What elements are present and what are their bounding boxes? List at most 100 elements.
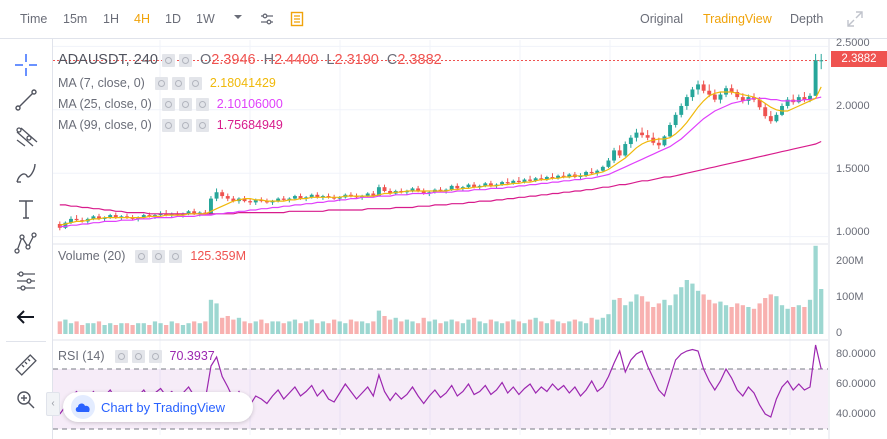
volume-bar bbox=[197, 323, 202, 334]
candle-body bbox=[298, 196, 303, 199]
volume-bar bbox=[57, 321, 62, 334]
visibility-toggle-icon[interactable] bbox=[161, 53, 175, 67]
ma99-label: MA (99, close, 0) bbox=[58, 118, 152, 132]
volume-bar bbox=[449, 319, 454, 334]
rsi-legend: RSI (14) 70.3937 bbox=[58, 349, 215, 363]
volume-bar bbox=[292, 319, 298, 334]
interval-1d[interactable]: 1D bbox=[165, 12, 181, 26]
candle-body bbox=[712, 94, 717, 100]
volume-bar bbox=[634, 294, 639, 334]
candle-body bbox=[449, 185, 454, 190]
price-axis-tick: 1.5000 bbox=[836, 163, 870, 175]
ruler-icon[interactable] bbox=[10, 351, 42, 379]
visibility-toggle-icon[interactable] bbox=[154, 76, 168, 90]
settings-icon[interactable] bbox=[178, 53, 192, 67]
zoom-icon[interactable] bbox=[10, 386, 42, 414]
candle-body bbox=[416, 188, 421, 191]
volume-bar bbox=[231, 319, 236, 334]
volume-bar bbox=[645, 301, 650, 334]
indicator-settings-icon[interactable] bbox=[259, 11, 275, 30]
pattern-tool-icon[interactable] bbox=[10, 230, 42, 258]
brush-icon[interactable] bbox=[10, 159, 42, 187]
candle-body bbox=[242, 198, 247, 202]
volume-bar bbox=[567, 321, 572, 334]
volume-bar bbox=[376, 310, 382, 334]
candle-body bbox=[63, 222, 68, 228]
volume-bar bbox=[662, 299, 667, 334]
tradingview-watermark[interactable]: Chart by TradingView bbox=[63, 392, 253, 422]
tab-depth[interactable]: Depth bbox=[790, 12, 824, 26]
candle-body bbox=[147, 215, 152, 217]
settings-icon[interactable] bbox=[171, 76, 185, 90]
visibility-toggle-icon[interactable] bbox=[161, 97, 175, 111]
close-icon[interactable] bbox=[195, 97, 209, 111]
settings-icon[interactable] bbox=[178, 118, 192, 132]
volume-bar bbox=[628, 301, 633, 334]
settings-icon[interactable] bbox=[178, 97, 192, 111]
close-icon[interactable] bbox=[188, 76, 202, 90]
volume-bar bbox=[404, 319, 410, 334]
volume-bar bbox=[365, 323, 370, 334]
volume-bar bbox=[421, 317, 426, 334]
volume-bar bbox=[399, 321, 404, 334]
text-tool-icon[interactable] bbox=[10, 195, 42, 223]
volume-value: 125.359M bbox=[190, 249, 247, 263]
close-icon[interactable] bbox=[169, 249, 183, 263]
settings-icon[interactable] bbox=[152, 249, 166, 263]
candle-body bbox=[718, 94, 723, 100]
volume-bar bbox=[343, 323, 348, 334]
volume-axis-tick: 0 bbox=[836, 327, 843, 339]
high-value: 2.4400 bbox=[274, 52, 319, 68]
candle-body bbox=[528, 179, 533, 181]
crosshair-icon[interactable] bbox=[10, 51, 42, 79]
candle-body bbox=[337, 197, 342, 199]
settings-icon[interactable] bbox=[131, 349, 145, 363]
candle-body bbox=[511, 180, 516, 184]
candle-body bbox=[472, 184, 477, 188]
low-label: L bbox=[326, 52, 335, 68]
visibility-toggle-icon[interactable] bbox=[114, 349, 128, 363]
interval-1h[interactable]: 1H bbox=[103, 12, 119, 26]
candle-body bbox=[388, 190, 393, 194]
interval-15m[interactable]: 15m bbox=[63, 12, 88, 26]
candle-body bbox=[584, 171, 589, 176]
tab-original[interactable]: Original bbox=[640, 12, 684, 26]
volume-bar bbox=[802, 307, 807, 334]
candle-body bbox=[595, 170, 600, 174]
ma7-label: MA (7, close, 0) bbox=[58, 76, 145, 90]
volume-bar bbox=[359, 321, 365, 334]
candle-body bbox=[315, 194, 320, 198]
close-icon[interactable] bbox=[148, 349, 162, 363]
volume-axis-tick: 100M bbox=[836, 291, 864, 303]
volume-bar bbox=[589, 317, 594, 334]
collapse-toolbar-button[interactable]: ‹ bbox=[46, 392, 60, 416]
interval-4h[interactable]: 4H bbox=[134, 12, 150, 26]
volume-axis-tick: 200M bbox=[836, 255, 864, 267]
fullscreen-icon[interactable] bbox=[846, 10, 864, 31]
time-label: Time bbox=[20, 12, 48, 26]
tab-tradingview[interactable]: TradingView bbox=[703, 12, 772, 26]
more-intervals-icon[interactable] bbox=[233, 11, 243, 25]
candle-body bbox=[320, 196, 325, 198]
candle-body bbox=[292, 196, 297, 199]
visibility-toggle-icon[interactable] bbox=[135, 249, 149, 263]
pitchfork-icon[interactable] bbox=[10, 123, 42, 151]
last-price-label: 2.3882 bbox=[831, 51, 887, 67]
trend-line-icon[interactable] bbox=[10, 86, 42, 114]
volume-bar bbox=[499, 323, 505, 334]
interval-1w[interactable]: 1W bbox=[196, 12, 215, 26]
indicators-icon[interactable] bbox=[290, 11, 304, 30]
visibility-toggle-icon[interactable] bbox=[161, 118, 175, 132]
candle-body bbox=[628, 137, 633, 145]
back-arrow-icon[interactable] bbox=[10, 303, 42, 331]
candle-body bbox=[567, 174, 572, 178]
candle-body bbox=[91, 216, 96, 219]
close-icon[interactable] bbox=[195, 118, 209, 132]
candle-body bbox=[304, 197, 309, 199]
volume-bar bbox=[757, 303, 762, 334]
prediction-tool-icon[interactable] bbox=[10, 267, 42, 295]
candle-body bbox=[209, 198, 213, 214]
candle-body bbox=[192, 211, 197, 214]
volume-bar bbox=[460, 323, 466, 334]
